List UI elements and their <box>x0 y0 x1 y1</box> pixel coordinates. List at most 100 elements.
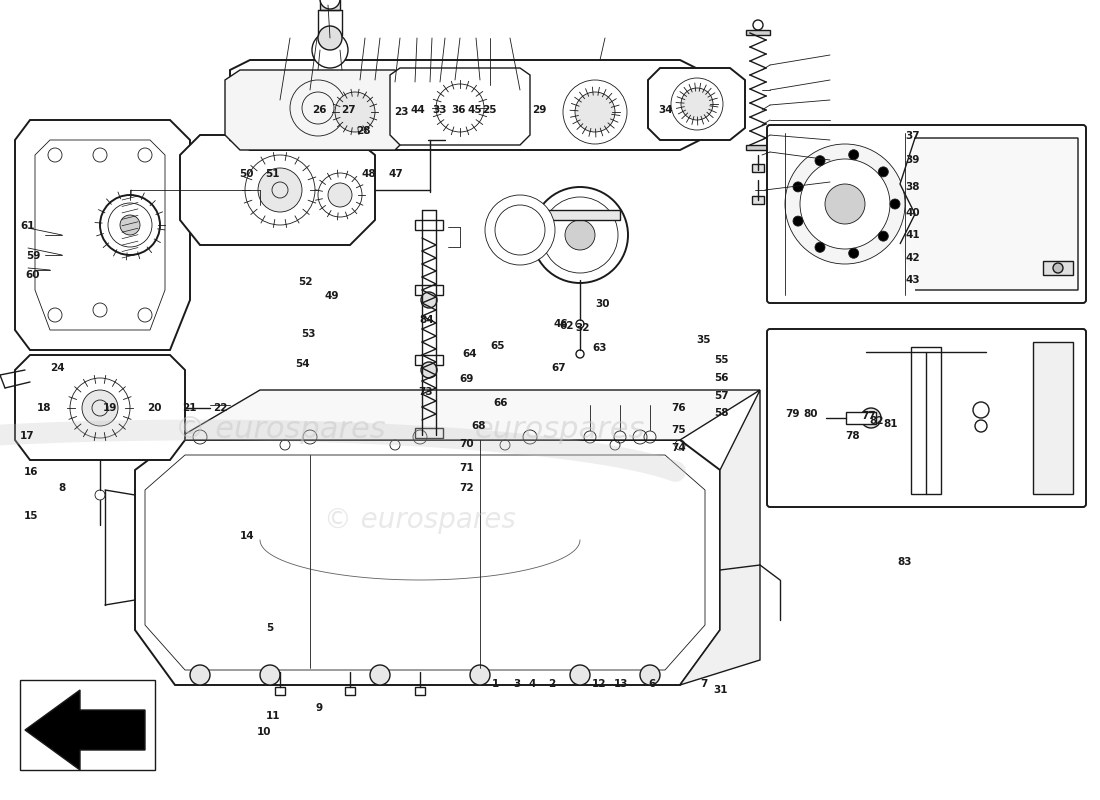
Circle shape <box>681 88 713 120</box>
Polygon shape <box>390 68 530 145</box>
Text: 5: 5 <box>266 623 273 633</box>
Text: 53: 53 <box>300 329 316 338</box>
Text: 8: 8 <box>58 483 65 493</box>
Circle shape <box>815 242 825 252</box>
Circle shape <box>890 199 900 209</box>
Polygon shape <box>15 120 190 350</box>
Text: 38: 38 <box>905 182 921 192</box>
Text: 4: 4 <box>529 679 536 689</box>
Circle shape <box>320 0 340 9</box>
Circle shape <box>421 292 437 308</box>
Text: 78: 78 <box>845 431 860 441</box>
Bar <box>415 428 443 438</box>
Text: 30: 30 <box>595 299 610 309</box>
Text: 79: 79 <box>784 410 800 419</box>
Circle shape <box>1053 263 1063 273</box>
Text: 83: 83 <box>896 557 912 566</box>
Bar <box>415 355 443 365</box>
Text: eurospares: eurospares <box>475 415 646 445</box>
Text: 21: 21 <box>182 403 197 413</box>
Circle shape <box>825 184 865 224</box>
Circle shape <box>312 32 348 68</box>
Text: 36: 36 <box>451 106 466 115</box>
Circle shape <box>82 390 118 426</box>
Text: © eurospares: © eurospares <box>324 506 516 534</box>
Polygon shape <box>900 138 1078 290</box>
Text: 63: 63 <box>592 343 607 353</box>
Polygon shape <box>25 690 145 770</box>
Text: 43: 43 <box>905 275 921 285</box>
Text: 27: 27 <box>341 106 356 115</box>
Text: 41: 41 <box>905 230 921 240</box>
Circle shape <box>120 215 140 235</box>
Text: 47: 47 <box>388 170 404 179</box>
Circle shape <box>575 92 615 132</box>
Text: 75: 75 <box>671 426 686 435</box>
Text: 60: 60 <box>25 270 41 280</box>
Text: 33: 33 <box>432 106 448 115</box>
Bar <box>320 0 340 10</box>
Text: 28: 28 <box>355 126 371 136</box>
Text: 15: 15 <box>23 511 38 521</box>
Text: 51: 51 <box>265 170 280 179</box>
Text: 31: 31 <box>713 685 728 694</box>
Circle shape <box>878 231 889 241</box>
Circle shape <box>370 665 390 685</box>
Text: 45: 45 <box>468 106 483 115</box>
Text: 74: 74 <box>671 443 686 453</box>
Circle shape <box>190 665 210 685</box>
Text: 76: 76 <box>671 403 686 413</box>
Circle shape <box>849 248 859 258</box>
Text: 46: 46 <box>553 319 569 329</box>
Text: 44: 44 <box>410 106 426 115</box>
Polygon shape <box>230 60 700 150</box>
Text: 54: 54 <box>295 359 310 369</box>
Circle shape <box>470 665 490 685</box>
Text: 9: 9 <box>316 703 322 713</box>
Text: 11: 11 <box>265 711 280 721</box>
Text: 17: 17 <box>20 431 35 441</box>
Text: 35: 35 <box>696 335 712 345</box>
Text: 6: 6 <box>649 679 656 689</box>
Text: 59: 59 <box>25 251 41 261</box>
Circle shape <box>793 216 803 226</box>
Text: 2: 2 <box>549 679 556 689</box>
Circle shape <box>878 167 889 177</box>
Text: 68: 68 <box>471 421 486 430</box>
Bar <box>415 285 443 295</box>
Circle shape <box>849 150 859 160</box>
Bar <box>275 687 285 695</box>
Text: 70: 70 <box>459 439 474 449</box>
Text: 16: 16 <box>23 467 38 477</box>
Text: 82: 82 <box>869 416 884 426</box>
Text: 26: 26 <box>311 106 327 115</box>
Polygon shape <box>1033 342 1072 494</box>
Text: 62: 62 <box>559 321 574 330</box>
Text: 7: 7 <box>701 679 707 689</box>
Text: 12: 12 <box>592 679 607 689</box>
FancyBboxPatch shape <box>767 329 1086 507</box>
Text: 24: 24 <box>50 363 65 373</box>
Circle shape <box>793 182 803 192</box>
Text: 73: 73 <box>418 387 433 397</box>
Text: 57: 57 <box>714 391 729 401</box>
Text: 81: 81 <box>883 419 899 429</box>
Text: 69: 69 <box>459 374 474 384</box>
Bar <box>752 196 764 204</box>
Circle shape <box>785 144 905 264</box>
Text: 72: 72 <box>459 483 474 493</box>
Text: 10: 10 <box>256 727 272 737</box>
Text: 50: 50 <box>239 170 254 179</box>
Text: 49: 49 <box>324 291 340 301</box>
Text: 20: 20 <box>146 403 162 413</box>
Polygon shape <box>680 390 760 685</box>
Polygon shape <box>15 355 185 460</box>
Text: 34: 34 <box>658 106 673 115</box>
Bar <box>1043 261 1072 275</box>
Circle shape <box>485 195 556 265</box>
Text: 55: 55 <box>714 355 729 365</box>
Circle shape <box>336 92 375 132</box>
Text: 40: 40 <box>905 208 921 218</box>
Bar <box>415 687 425 695</box>
Polygon shape <box>180 135 375 245</box>
